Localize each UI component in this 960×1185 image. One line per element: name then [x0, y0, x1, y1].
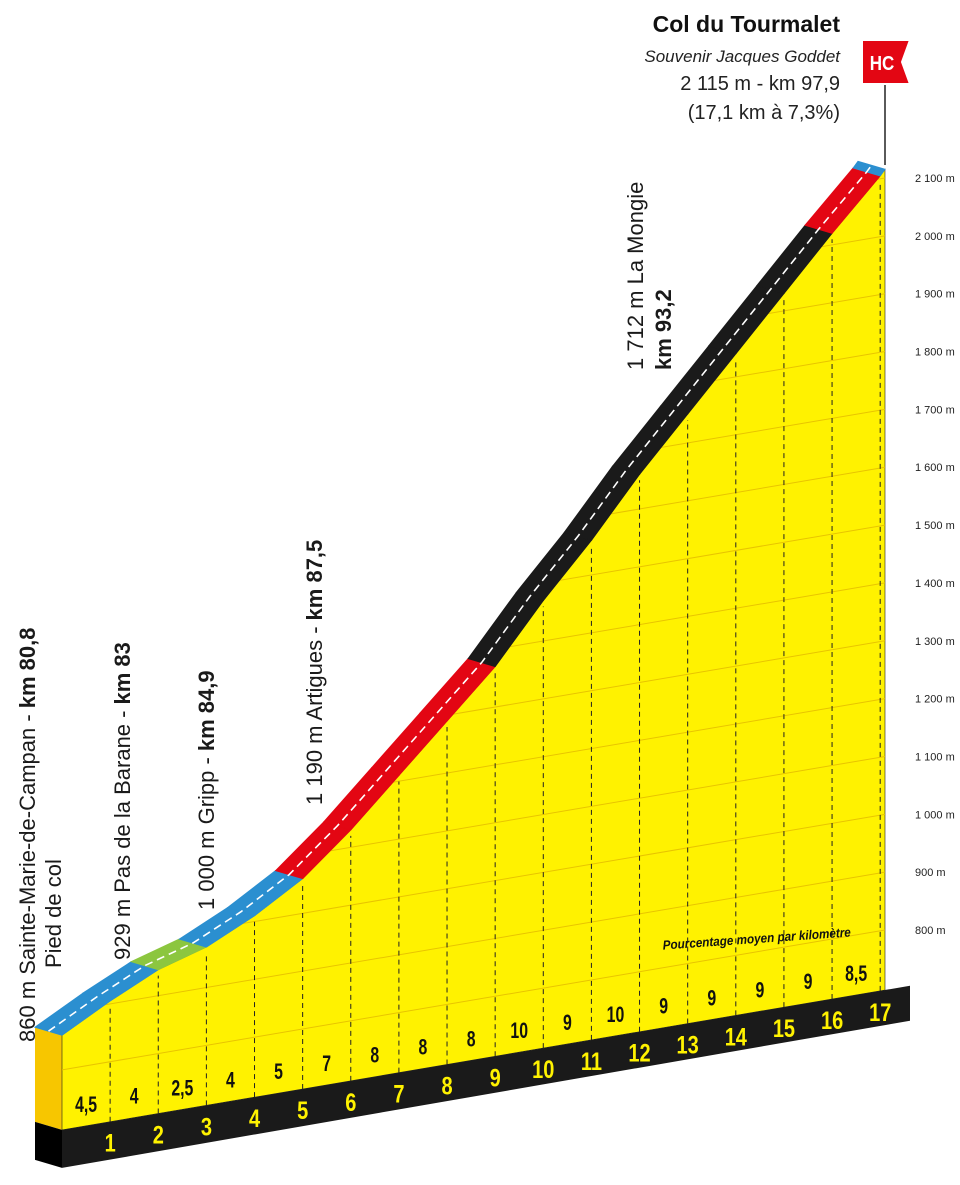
- flag: [861, 39, 912, 85]
- gradient-label: 8,5: [845, 963, 867, 987]
- base-band: [62, 985, 910, 1168]
- x-tick-label: 1: [105, 1130, 116, 1158]
- y-tick-label: 1 800 m: [915, 347, 955, 359]
- annotation-text: 1 000 m Gripp -: [194, 757, 219, 910]
- x-tick-label: 7: [393, 1081, 404, 1109]
- annotation: 929 m Pas de la Barane - km 83: [110, 642, 135, 960]
- y-tick-label: 1 100 m: [915, 751, 955, 763]
- x-tick-label: 2: [153, 1121, 164, 1149]
- y-tick-label: 1 000 m: [915, 809, 955, 821]
- road-centerline: [48, 164, 873, 1032]
- x-tick-label: 10: [532, 1056, 554, 1084]
- annotation: 860 m Sainte-Marie-de-Campan - km 80,8: [15, 628, 40, 1042]
- x-tick-label: 3: [201, 1113, 212, 1141]
- summary: (17,1 km à 7,3%): [688, 102, 840, 124]
- gradient-label: 10: [607, 1003, 625, 1027]
- y-tick-label: 2 100 m: [915, 173, 955, 185]
- side-band: [35, 1121, 62, 1168]
- annotation-text: 860 m Sainte-Marie-de-Campan -: [15, 714, 40, 1042]
- gradient-label: 8: [419, 1036, 428, 1060]
- annotation: 1 190 m Artigues - km 87,5: [302, 540, 327, 805]
- x-tick-label: 5: [297, 1097, 308, 1125]
- gradient-label: 8: [467, 1028, 476, 1052]
- grid-line: [62, 929, 885, 1071]
- gradient-label: 9: [707, 987, 716, 1011]
- x-tick-label: 12: [628, 1040, 650, 1068]
- gradient-label: 9: [563, 1012, 572, 1036]
- grid-line: [62, 871, 885, 1013]
- y-tick-label: 1 300 m: [915, 636, 955, 648]
- x-tick-label: 8: [441, 1072, 452, 1100]
- x-tick-label: 14: [725, 1023, 748, 1051]
- summary: 2 115 m - km 97,9: [680, 73, 840, 95]
- x-tick-label: 4: [249, 1105, 260, 1133]
- x-tick-label: 16: [821, 1007, 843, 1035]
- y-tick-label: 1 600 m: [915, 462, 955, 474]
- x-tick-label: 17: [869, 999, 891, 1027]
- gradient-label: 4,5: [75, 1093, 97, 1117]
- annotation-km: km 83: [110, 642, 135, 704]
- gradient-label: 9: [755, 979, 764, 1003]
- gradient-label: 9: [659, 995, 668, 1019]
- subtitle: Souvenir Jacques Goddet: [644, 47, 841, 66]
- x-tick-label: 15: [773, 1015, 795, 1043]
- annotation-km: km 87,5: [302, 540, 327, 621]
- annotation-km: km 80,8: [15, 628, 40, 709]
- chart-title: Col du Tourmalet: [653, 11, 841, 37]
- y-tick-label: 900 m: [915, 867, 946, 879]
- y-tick-label: 1 900 m: [915, 289, 955, 301]
- gradient-label: 9: [804, 971, 813, 995]
- gradient-label: 2,5: [171, 1077, 193, 1101]
- gradient-label: 4: [130, 1085, 139, 1109]
- category-label: HC: [870, 52, 895, 75]
- gradient-label: 4: [226, 1069, 235, 1093]
- x-tick-label: 11: [581, 1048, 602, 1076]
- profile-layer: 1 2 3 4 5 6 7 8 9 10 11 12 13 14 15 16 174,5 4 2,5 4 5 7 8 8 8 10…: [33, 160, 910, 1168]
- side-face: [35, 1027, 62, 1130]
- gradient-label: 7: [322, 1053, 331, 1077]
- annotation-text: 929 m Pas de la Barane -: [110, 711, 135, 960]
- y-tick-label: 1 400 m: [915, 578, 955, 590]
- annotation-note: Pied de col: [41, 859, 66, 968]
- annotation-km: km 84,9: [194, 670, 219, 751]
- x-tick-label: 13: [677, 1031, 699, 1059]
- annotation-km: km 93,2: [651, 289, 676, 370]
- annotation-text: 1 712 m La Mongie: [623, 182, 648, 370]
- y-tick-label: 1 200 m: [915, 694, 955, 706]
- annotation: 1 000 m Gripp - km 84,9: [194, 670, 219, 910]
- y-tick-label: 800 m: [915, 925, 946, 937]
- y-tick-label: 2 000 m: [915, 231, 955, 243]
- y-tick-label: 1 500 m: [915, 520, 955, 532]
- annotation-text: 1 190 m Artigues -: [302, 626, 327, 805]
- gradient-label: 5: [274, 1061, 283, 1085]
- x-tick-label: 9: [490, 1064, 501, 1092]
- y-tick-label: 1 700 m: [915, 404, 955, 416]
- gradient-label: 8: [370, 1044, 379, 1068]
- x-tick-label: 6: [345, 1089, 356, 1117]
- gradient-label: 10: [510, 1020, 528, 1044]
